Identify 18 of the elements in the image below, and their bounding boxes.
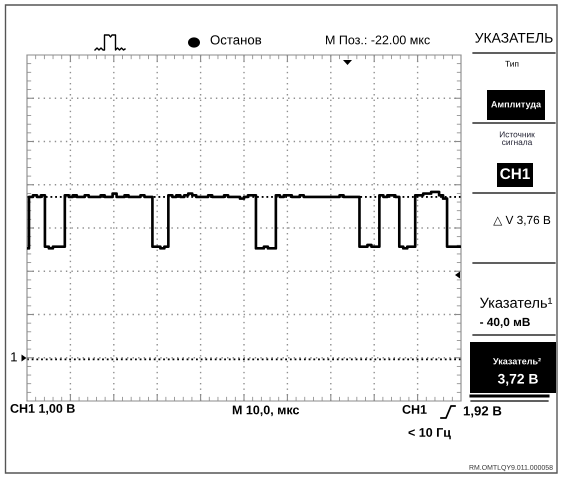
text: M Поз.: -22.00 мкс	[326, 36, 430, 44]
text: Амплитуда	[491, 101, 542, 110]
text: Указатель¹	[480, 298, 552, 308]
text: < 10 Гц	[408, 428, 451, 440]
text: CH1 1,00 В	[10, 404, 75, 415]
text: 1,92 В	[464, 406, 502, 418]
text: - 40,0 мВ	[480, 318, 530, 328]
text: Останов	[210, 35, 262, 45]
text: Источник сигнала	[500, 132, 535, 146]
text: CH1	[500, 168, 530, 180]
text: △ V 3,76 В	[493, 216, 550, 226]
text: Указатель²	[492, 358, 541, 364]
text: M 10,0, мкс	[232, 406, 300, 416]
text: Тип	[505, 60, 518, 67]
text: УКАЗАТЕЛЬ	[475, 32, 553, 43]
text: CH1	[402, 405, 427, 414]
text: 3,72 В	[498, 374, 538, 386]
text: 1	[11, 352, 17, 362]
